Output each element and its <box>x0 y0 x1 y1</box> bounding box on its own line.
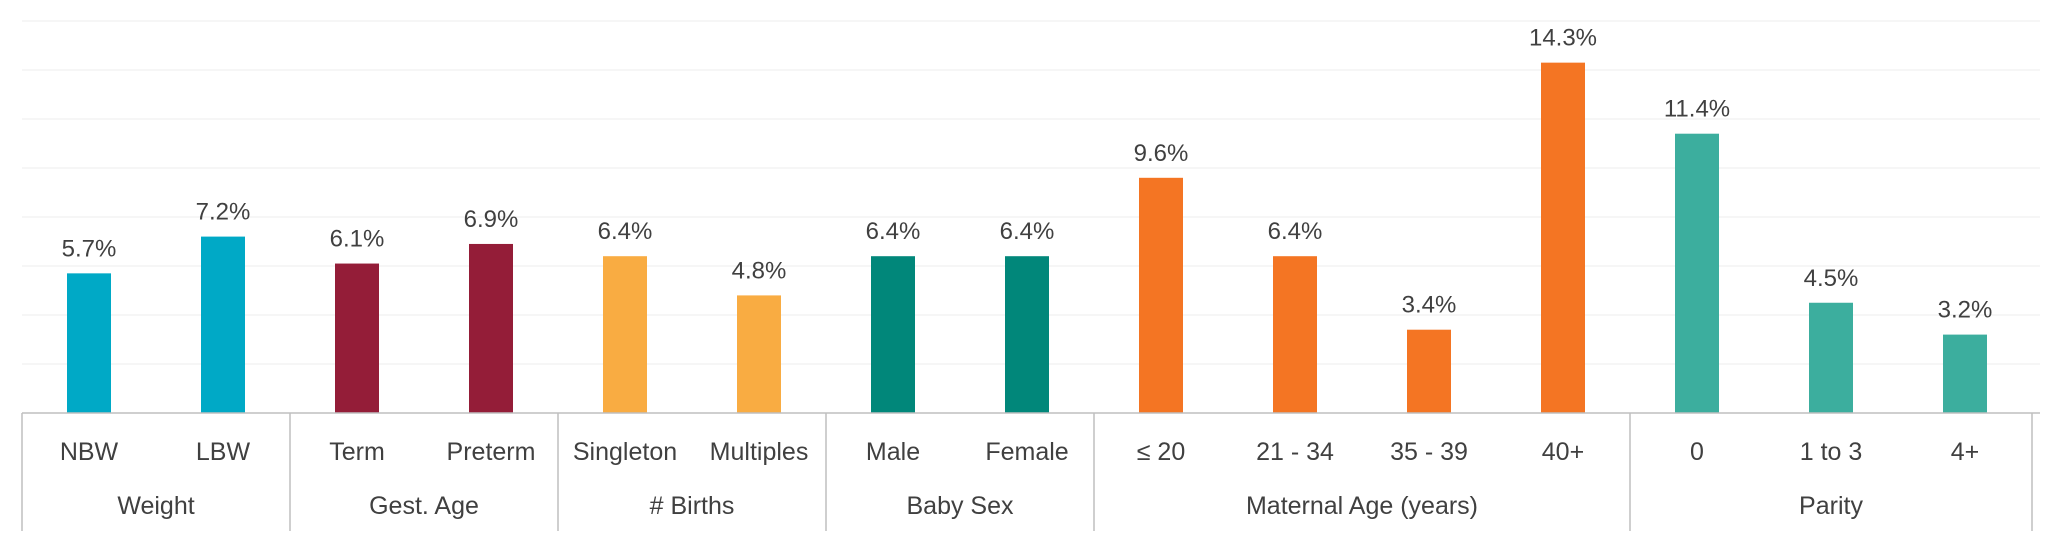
bar <box>603 256 647 413</box>
data-label: 3.4% <box>1402 292 1457 319</box>
bar <box>1809 302 1853 413</box>
data-label: 6.1% <box>330 226 385 253</box>
group-label: Parity <box>1799 492 1863 520</box>
group-label: # Births <box>650 492 735 520</box>
category-tick-label: 4+ <box>1951 438 1980 466</box>
category-tick-label: Singleton <box>573 438 677 466</box>
bar <box>1541 62 1585 414</box>
category-tick-label: LBW <box>196 438 251 466</box>
group-label: Maternal Age (years) <box>1246 492 1478 520</box>
bar <box>737 295 781 413</box>
category-tick-label: 0 <box>1690 438 1704 466</box>
bar <box>1407 329 1451 413</box>
bar <box>335 263 379 413</box>
group-label: Baby Sex <box>906 492 1014 520</box>
bar <box>1675 133 1719 413</box>
group-label: Weight <box>117 492 194 520</box>
category-tick-label: ≤ 20 <box>1137 438 1185 466</box>
bar <box>201 236 245 413</box>
category-tick-label: 21 - 34 <box>1256 438 1334 466</box>
category-tick-label: Term <box>329 438 385 466</box>
data-label: 6.4% <box>1268 218 1323 245</box>
category-tick-label: Multiples <box>710 438 809 466</box>
bar <box>1273 256 1317 413</box>
category-tick-label: 35 - 39 <box>1390 438 1468 466</box>
bar <box>1139 177 1183 413</box>
data-label: 7.2% <box>196 199 251 226</box>
data-label: 3.2% <box>1938 297 1993 324</box>
data-label: 6.4% <box>1000 218 1055 245</box>
data-label: 4.8% <box>732 257 787 284</box>
category-tick-label: Female <box>985 438 1068 466</box>
data-label: 9.6% <box>1134 140 1189 167</box>
category-tick-label: 40+ <box>1542 438 1584 466</box>
data-label: 11.4% <box>1664 96 1730 123</box>
bar <box>469 243 513 413</box>
category-tick-label: Preterm <box>447 438 536 466</box>
category-tick-label: NBW <box>60 438 119 466</box>
bar <box>871 256 915 413</box>
data-label: 5.7% <box>62 235 117 262</box>
bar <box>1005 256 1049 413</box>
value-labels: 5.7% 7.2% 6.1% 6.9% 6.4% 4.8% 6.4% 6.4% 9.6% 6.4%… <box>62 25 1993 324</box>
data-label: 14.3% <box>1529 25 1597 52</box>
group-label: Gest. Age <box>369 492 479 520</box>
data-label: 4.5% <box>1804 265 1859 292</box>
bars <box>67 62 1987 414</box>
bar <box>1943 334 1987 413</box>
data-label: 6.4% <box>866 218 921 245</box>
bar <box>67 273 111 413</box>
category-tick-label: 1 to 3 <box>1800 438 1863 466</box>
data-label: 6.9% <box>464 206 519 233</box>
data-label: 6.4% <box>598 218 653 245</box>
category-tick-label: Male <box>866 438 920 466</box>
